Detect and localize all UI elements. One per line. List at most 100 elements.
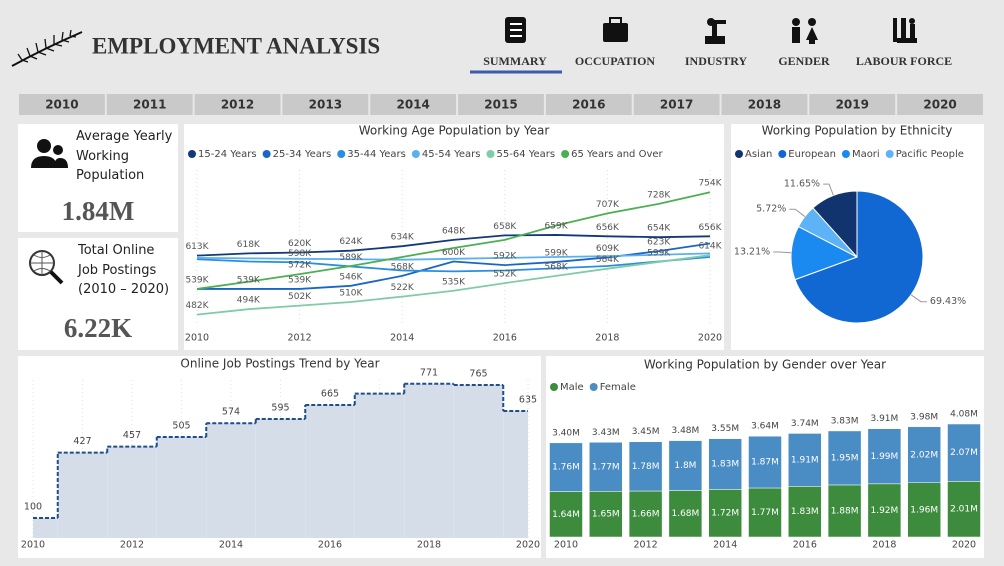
gender-icon — [792, 18, 818, 44]
line-series — [196, 256, 711, 273]
bar-segment — [827, 430, 862, 486]
data-label: 1.77M — [751, 508, 779, 518]
step-area — [453, 385, 504, 538]
legend-marker — [411, 150, 420, 158]
data-label: 1.96M — [910, 505, 938, 515]
data-label: 1.92M — [870, 506, 898, 516]
data-label: 656K — [596, 223, 620, 233]
data-label: 635 — [519, 395, 537, 406]
pie-slice — [794, 190, 924, 324]
bar-segment — [788, 486, 822, 538]
x-tick-label: 2016 — [318, 540, 342, 551]
data-label: 568K — [545, 262, 569, 272]
legend-marker — [561, 150, 570, 158]
data-label: 427 — [73, 436, 91, 447]
chart-title: Working Age Population by Year — [359, 124, 550, 138]
year-slicer: 2010 2011 2012 2013 2014 2015 2016 2017 2018 2019… — [19, 94, 983, 115]
line-series — [196, 252, 711, 261]
data-label: 599K — [545, 248, 569, 258]
slicer-label: 2014 — [396, 98, 429, 112]
legend-marker — [486, 150, 495, 158]
step-area — [503, 411, 528, 538]
legend-marker — [550, 383, 558, 391]
nav-item[interactable]: INDUSTRY — [685, 54, 748, 68]
nav-item[interactable]: SUMMARY — [483, 54, 547, 68]
slicer-label: 2020 — [923, 98, 956, 112]
legend-label: 25-34 Years — [273, 149, 332, 160]
total-label: 3.48M — [671, 426, 699, 436]
slicer-label: 2010 — [45, 98, 78, 112]
total-label: 3.91M — [870, 414, 898, 424]
slicer-button[interactable] — [370, 94, 457, 115]
legend-label: Female — [600, 382, 636, 393]
data-label: 771 — [420, 367, 438, 378]
slicer-button[interactable] — [809, 94, 896, 115]
data-label: 502K — [288, 292, 312, 302]
slicer-button[interactable] — [282, 94, 369, 115]
bar-segment — [748, 487, 782, 538]
data-label: 552K — [493, 270, 517, 280]
data-label: 457 — [123, 430, 141, 441]
legend-label: Maori — [852, 149, 880, 160]
legend-label: 15-24 Years — [198, 149, 257, 160]
nav-item[interactable]: OCCUPATION — [575, 54, 656, 68]
bar-segment — [867, 483, 902, 538]
x-tick-label: 2016 — [493, 333, 517, 344]
slicer-label: 2015 — [484, 98, 517, 112]
data-label: 522K — [391, 283, 415, 293]
bar-segment — [827, 484, 862, 538]
data-label: 2.02M — [910, 450, 938, 460]
slicer-button[interactable] — [545, 94, 632, 115]
pie-slice — [797, 207, 858, 258]
page-title: EMPLOYMENT ANALYSIS — [92, 33, 380, 58]
bar-segment — [907, 426, 941, 483]
data-label: 614K — [698, 242, 722, 252]
bar-segment — [668, 440, 703, 491]
data-label: 1.99M — [870, 452, 898, 462]
bar-segment — [788, 433, 822, 487]
legend-label: 35-44 Years — [347, 149, 406, 160]
slicer-button[interactable] — [106, 94, 193, 115]
slicer-button[interactable] — [897, 94, 983, 115]
slicer-button[interactable] — [19, 94, 105, 115]
legend-marker — [262, 150, 271, 158]
data-label: 613K — [185, 242, 209, 252]
slicer-button[interactable] — [194, 94, 281, 115]
bar-segment — [628, 441, 663, 492]
total-label: 3.55M — [711, 424, 739, 434]
data-label: 618K — [237, 240, 261, 250]
slicer-button[interactable] — [721, 94, 808, 115]
legend-label: 65 Years and Over — [571, 149, 663, 160]
total-label: 3.40M — [552, 428, 580, 438]
leader-line — [773, 251, 792, 254]
card-value: 1.84M — [62, 196, 135, 226]
line-series — [196, 191, 711, 290]
data-label: 510K — [339, 289, 363, 299]
x-tick-label: 2020 — [516, 540, 540, 551]
nav-item[interactable]: LABOUR FORCE — [856, 54, 952, 68]
slicer-button[interactable] — [633, 94, 720, 115]
x-tick-label: 2012 — [288, 333, 312, 344]
data-label: 539K — [237, 275, 261, 285]
chart-title: Online Job Postings Trend by Year — [180, 357, 379, 371]
bar-segment — [867, 428, 902, 485]
slicer-label: 2016 — [572, 98, 605, 112]
legend-marker — [778, 150, 787, 158]
nav-item[interactable]: GENDER — [778, 54, 830, 68]
data-label: 1.8M — [674, 461, 696, 471]
data-label: 2.07M — [950, 448, 978, 458]
card-label: Average Yearly Working Population — [76, 129, 173, 183]
legend-label: Male — [560, 382, 584, 393]
x-tick-label: 2020 — [698, 333, 722, 344]
data-label: 1.77M — [592, 462, 620, 472]
slicer-label: 2013 — [309, 98, 342, 112]
bar-segment — [947, 423, 981, 482]
x-tick-label: 2016 — [793, 540, 817, 551]
data-label: 659K — [545, 221, 569, 231]
data-label: 624K — [339, 237, 363, 247]
legend-label: Pacific People — [896, 149, 964, 160]
slicer-button[interactable] — [458, 94, 544, 115]
data-label: 539K — [288, 275, 312, 285]
